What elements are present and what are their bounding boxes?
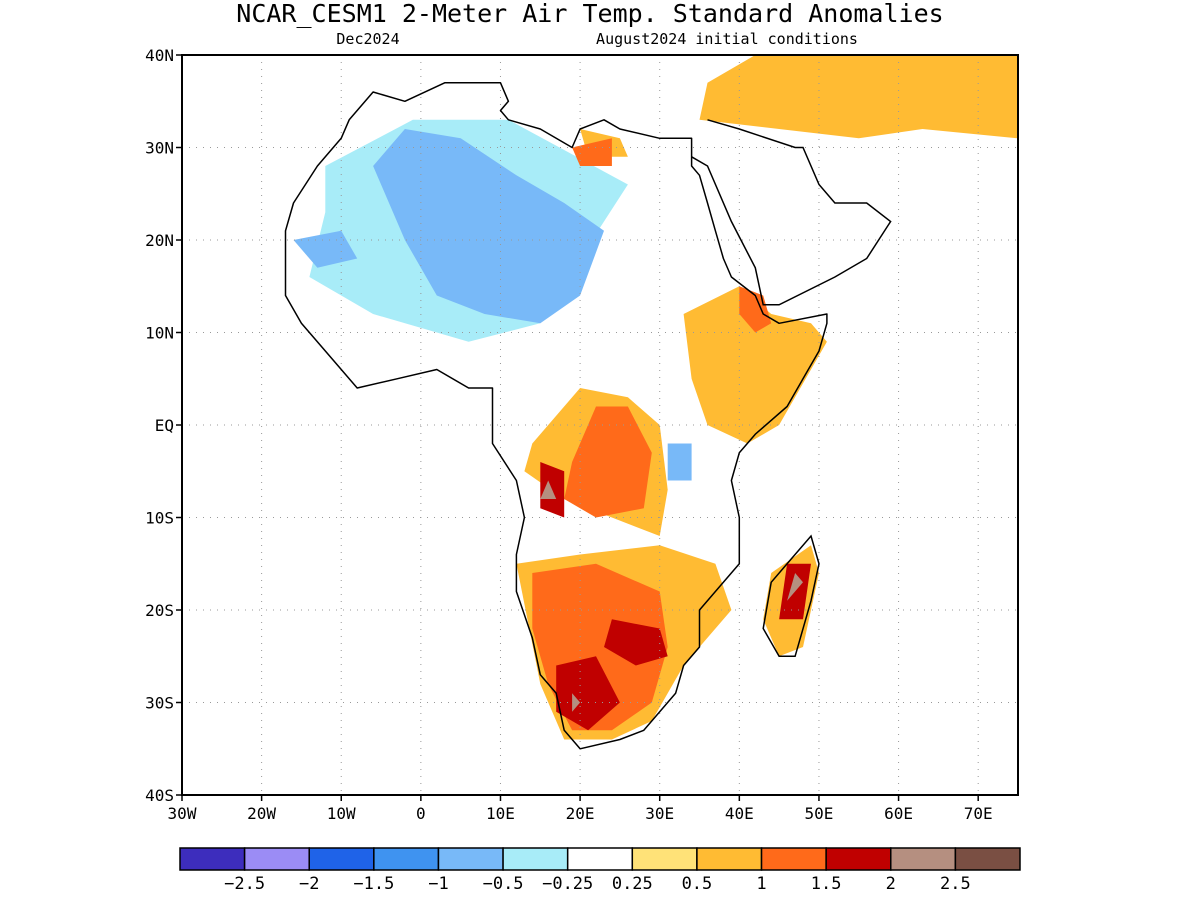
legend-swatch-8	[697, 848, 762, 870]
legend-swatch-7	[632, 848, 697, 870]
legend-label: 0.5	[682, 874, 713, 894]
figure-title: NCAR_CESM1 2-Meter Air Temp. Standard An…	[236, 0, 943, 28]
legend-swatch-12	[955, 848, 1020, 870]
legend-label: 1.5	[811, 874, 842, 894]
lon-tick-label: 30W	[168, 804, 197, 823]
lon-tick-label: 0	[416, 804, 426, 823]
lat-tick-label: 10S	[145, 509, 174, 528]
lon-tick-label: 20W	[247, 804, 276, 823]
legend-label: 2.5	[940, 874, 971, 894]
legend-label: 0.25	[612, 874, 653, 894]
lat-tick-label: 20S	[145, 601, 174, 620]
lon-tick-label: 60E	[884, 804, 913, 823]
legend-swatch-1	[245, 848, 310, 870]
legend-label: −0.5	[483, 874, 524, 894]
legend-label: 1	[756, 874, 766, 894]
lon-tick-label: 30E	[645, 804, 674, 823]
color-scale-legend: −2.5 −2 −1.5 −1 −0.5 −0.25 0.25 0.5 1 1.5 2 2.5	[180, 848, 1020, 894]
init-conditions-label: August2024 initial conditions	[596, 30, 858, 48]
lat-tick-label: 30S	[145, 694, 174, 713]
lon-tick-label: 10W	[327, 804, 356, 823]
legend-label: −1.5	[353, 874, 394, 894]
lon-tick-label: 70E	[964, 804, 993, 823]
legend-swatch-3	[374, 848, 439, 870]
lat-tick-label: EQ	[155, 416, 174, 435]
lat-tick-label: 40N	[145, 46, 174, 65]
legend-label: −2.5	[224, 874, 265, 894]
lon-tick-label: 10E	[486, 804, 515, 823]
lon-tick-label: 50E	[804, 804, 833, 823]
lat-tick-label: 10N	[145, 324, 174, 343]
anomaly-map-figure: NCAR_CESM1 2-Meter Air Temp. Standard An…	[0, 0, 1200, 900]
legend-label: −2	[299, 874, 319, 894]
anomaly-region-3	[668, 444, 692, 481]
legend-swatch-4	[438, 848, 503, 870]
anomaly-region-8	[700, 55, 1019, 138]
lat-tick-label: 20N	[145, 231, 174, 250]
legend-swatch-9	[762, 848, 827, 870]
legend-swatch-6	[568, 848, 633, 870]
latitude-axis: 40N 30N 20N 10N EQ 10S 20S 30S 40S	[145, 46, 182, 805]
legend-swatch-11	[891, 848, 956, 870]
legend-swatch-0	[180, 848, 245, 870]
legend-swatch-2	[309, 848, 374, 870]
anomaly-region-14	[540, 462, 564, 518]
legend-label: −0.25	[542, 874, 593, 894]
lon-tick-label: 40E	[725, 804, 754, 823]
anomaly-shading	[294, 55, 1019, 740]
longitude-axis: 30W 20W 10W 0 10E 20E 30E 40E 50E 60E 70E	[168, 795, 993, 823]
target-month-label: Dec2024	[336, 30, 399, 48]
lat-tick-label: 30N	[145, 139, 174, 158]
legend-label: −1	[428, 874, 448, 894]
lon-tick-label: 20E	[566, 804, 595, 823]
legend-label: 2	[886, 874, 896, 894]
lat-tick-label: 40S	[145, 786, 174, 805]
legend-swatch-10	[826, 848, 891, 870]
legend-swatch-5	[503, 848, 568, 870]
map-panel	[182, 55, 1018, 795]
